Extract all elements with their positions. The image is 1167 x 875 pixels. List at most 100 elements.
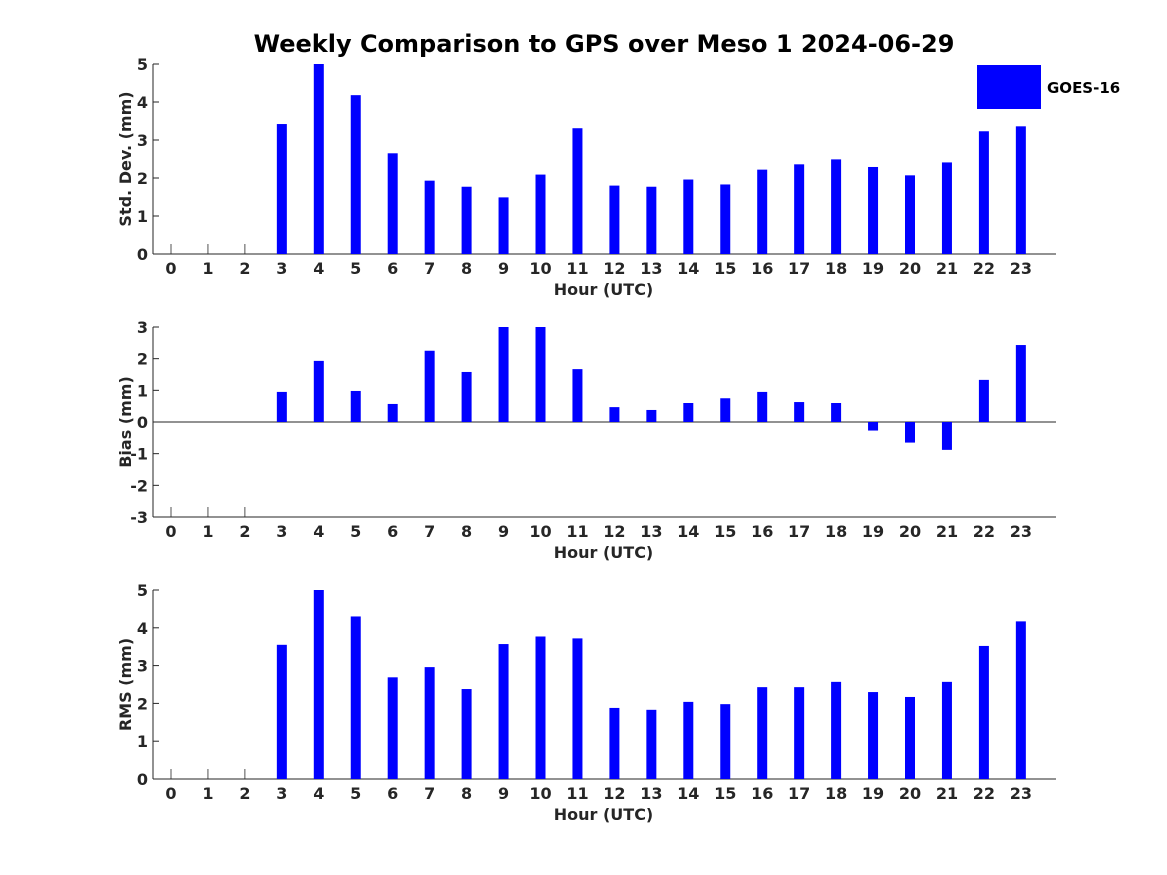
x-tick-label: 21 (936, 784, 958, 803)
y-tick-label: 5 (137, 581, 148, 600)
x-tick-label: 12 (603, 259, 625, 278)
x-tick-label: 18 (825, 259, 847, 278)
bar-hour-16 (757, 169, 768, 254)
bar-hour-20 (905, 422, 915, 443)
x-tick-label: 9 (498, 522, 509, 541)
bar-hour-23 (1015, 345, 1026, 422)
x-tick-label: 12 (603, 522, 625, 541)
x-tick-label: 7 (424, 522, 435, 541)
bar-hour-23 (1015, 126, 1026, 254)
x-tick-label: 4 (313, 259, 324, 278)
x-tick-label: 4 (313, 784, 324, 803)
x-tick-label: 21 (936, 522, 958, 541)
y-tick-label: 3 (137, 657, 148, 676)
bar-hour-22 (978, 645, 989, 779)
x-tick-label: 0 (165, 259, 176, 278)
x-tick-label: 2 (239, 784, 250, 803)
x-tick-label: 17 (788, 259, 810, 278)
bar-hour-20 (905, 175, 915, 254)
x-tick-label: 3 (276, 784, 287, 803)
bar-hour-22 (978, 131, 989, 254)
bar-hour-18 (831, 159, 842, 254)
bar-hour-21 (941, 681, 952, 779)
x-tick-label: 18 (825, 522, 847, 541)
bar-hour-15 (720, 704, 731, 779)
x-tick-label: 0 (165, 784, 176, 803)
bar-hour-9 (498, 197, 509, 254)
x-tick-label: 7 (424, 784, 435, 803)
x-tick-label: 5 (350, 522, 361, 541)
bar-hour-15 (720, 184, 731, 254)
x-tick-label: 14 (677, 522, 699, 541)
x-tick-label: 12 (603, 784, 625, 803)
x-tick-label: 20 (899, 522, 921, 541)
legend-label-goes16: GOES-16 (1047, 79, 1120, 97)
bar-hour-11 (572, 638, 583, 779)
x-tick-label: 6 (387, 522, 398, 541)
x-tick-label: 1 (202, 784, 213, 803)
x-tick-label: 19 (862, 522, 884, 541)
y-tick-label: 4 (137, 619, 148, 638)
y-tick-label: 1 (137, 207, 148, 226)
x-tick-label: 10 (529, 522, 551, 541)
x-tick-label: 10 (529, 784, 551, 803)
x-tick-label: 19 (862, 784, 884, 803)
y-axis-label: RMS (mm) (116, 638, 135, 731)
x-tick-label: 2 (239, 259, 250, 278)
x-tick-label: 23 (1010, 259, 1032, 278)
bar-hour-21 (941, 162, 952, 254)
x-tick-label: 20 (899, 259, 921, 278)
bar-hour-4 (313, 64, 324, 254)
bar-hour-12 (609, 707, 620, 779)
x-tick-label: 16 (751, 784, 773, 803)
x-tick-label: 8 (461, 522, 472, 541)
x-tick-label: 20 (899, 784, 921, 803)
bar-hour-6 (387, 403, 398, 422)
bar-hour-19 (868, 692, 879, 779)
y-axis-label: Bias (mm) (116, 376, 135, 468)
bar-hour-3 (276, 391, 287, 422)
y-tick-label: -2 (130, 476, 148, 495)
x-tick-label: 15 (714, 522, 736, 541)
x-tick-label: 22 (973, 522, 995, 541)
bar-hour-8 (461, 689, 472, 779)
y-tick-label: -1 (130, 445, 148, 464)
y-tick-label: 1 (137, 732, 148, 751)
bar-hour-21 (941, 422, 952, 450)
y-tick-label: 3 (137, 131, 148, 150)
x-tick-label: 6 (387, 784, 398, 803)
bar-hour-13 (646, 409, 657, 422)
bar-hour-18 (831, 403, 842, 422)
x-tick-label: 5 (350, 259, 361, 278)
bar-hour-19 (868, 166, 879, 254)
x-tick-label: 8 (461, 784, 472, 803)
x-tick-label: 3 (276, 522, 287, 541)
x-axis-label: Hour (UTC) (554, 280, 654, 299)
x-tick-label: 1 (202, 522, 213, 541)
y-tick-label: 2 (137, 694, 148, 713)
bar-hour-9 (498, 327, 509, 422)
x-tick-label: 6 (387, 259, 398, 278)
bar-hour-4 (313, 360, 324, 422)
bar-hour-3 (276, 124, 287, 254)
bar-hour-20 (905, 696, 915, 779)
legend-swatch-goes16 (977, 65, 1041, 109)
y-tick-label: 0 (137, 770, 148, 789)
x-tick-label: 3 (276, 259, 287, 278)
x-axis-label: Hour (UTC) (554, 805, 654, 824)
x-tick-label: 23 (1010, 784, 1032, 803)
y-tick-label: 2 (137, 169, 148, 188)
x-tick-label: 9 (498, 784, 509, 803)
y-tick-label: 0 (137, 413, 148, 432)
bar-hour-7 (424, 180, 435, 254)
y-tick-label: 1 (137, 381, 148, 400)
legend: GOES-16 (977, 65, 1120, 109)
bar-hour-13 (646, 709, 657, 779)
x-tick-label: 13 (640, 522, 662, 541)
x-tick-label: 23 (1010, 522, 1032, 541)
x-tick-label: 11 (566, 259, 588, 278)
bar-hour-17 (794, 164, 805, 254)
